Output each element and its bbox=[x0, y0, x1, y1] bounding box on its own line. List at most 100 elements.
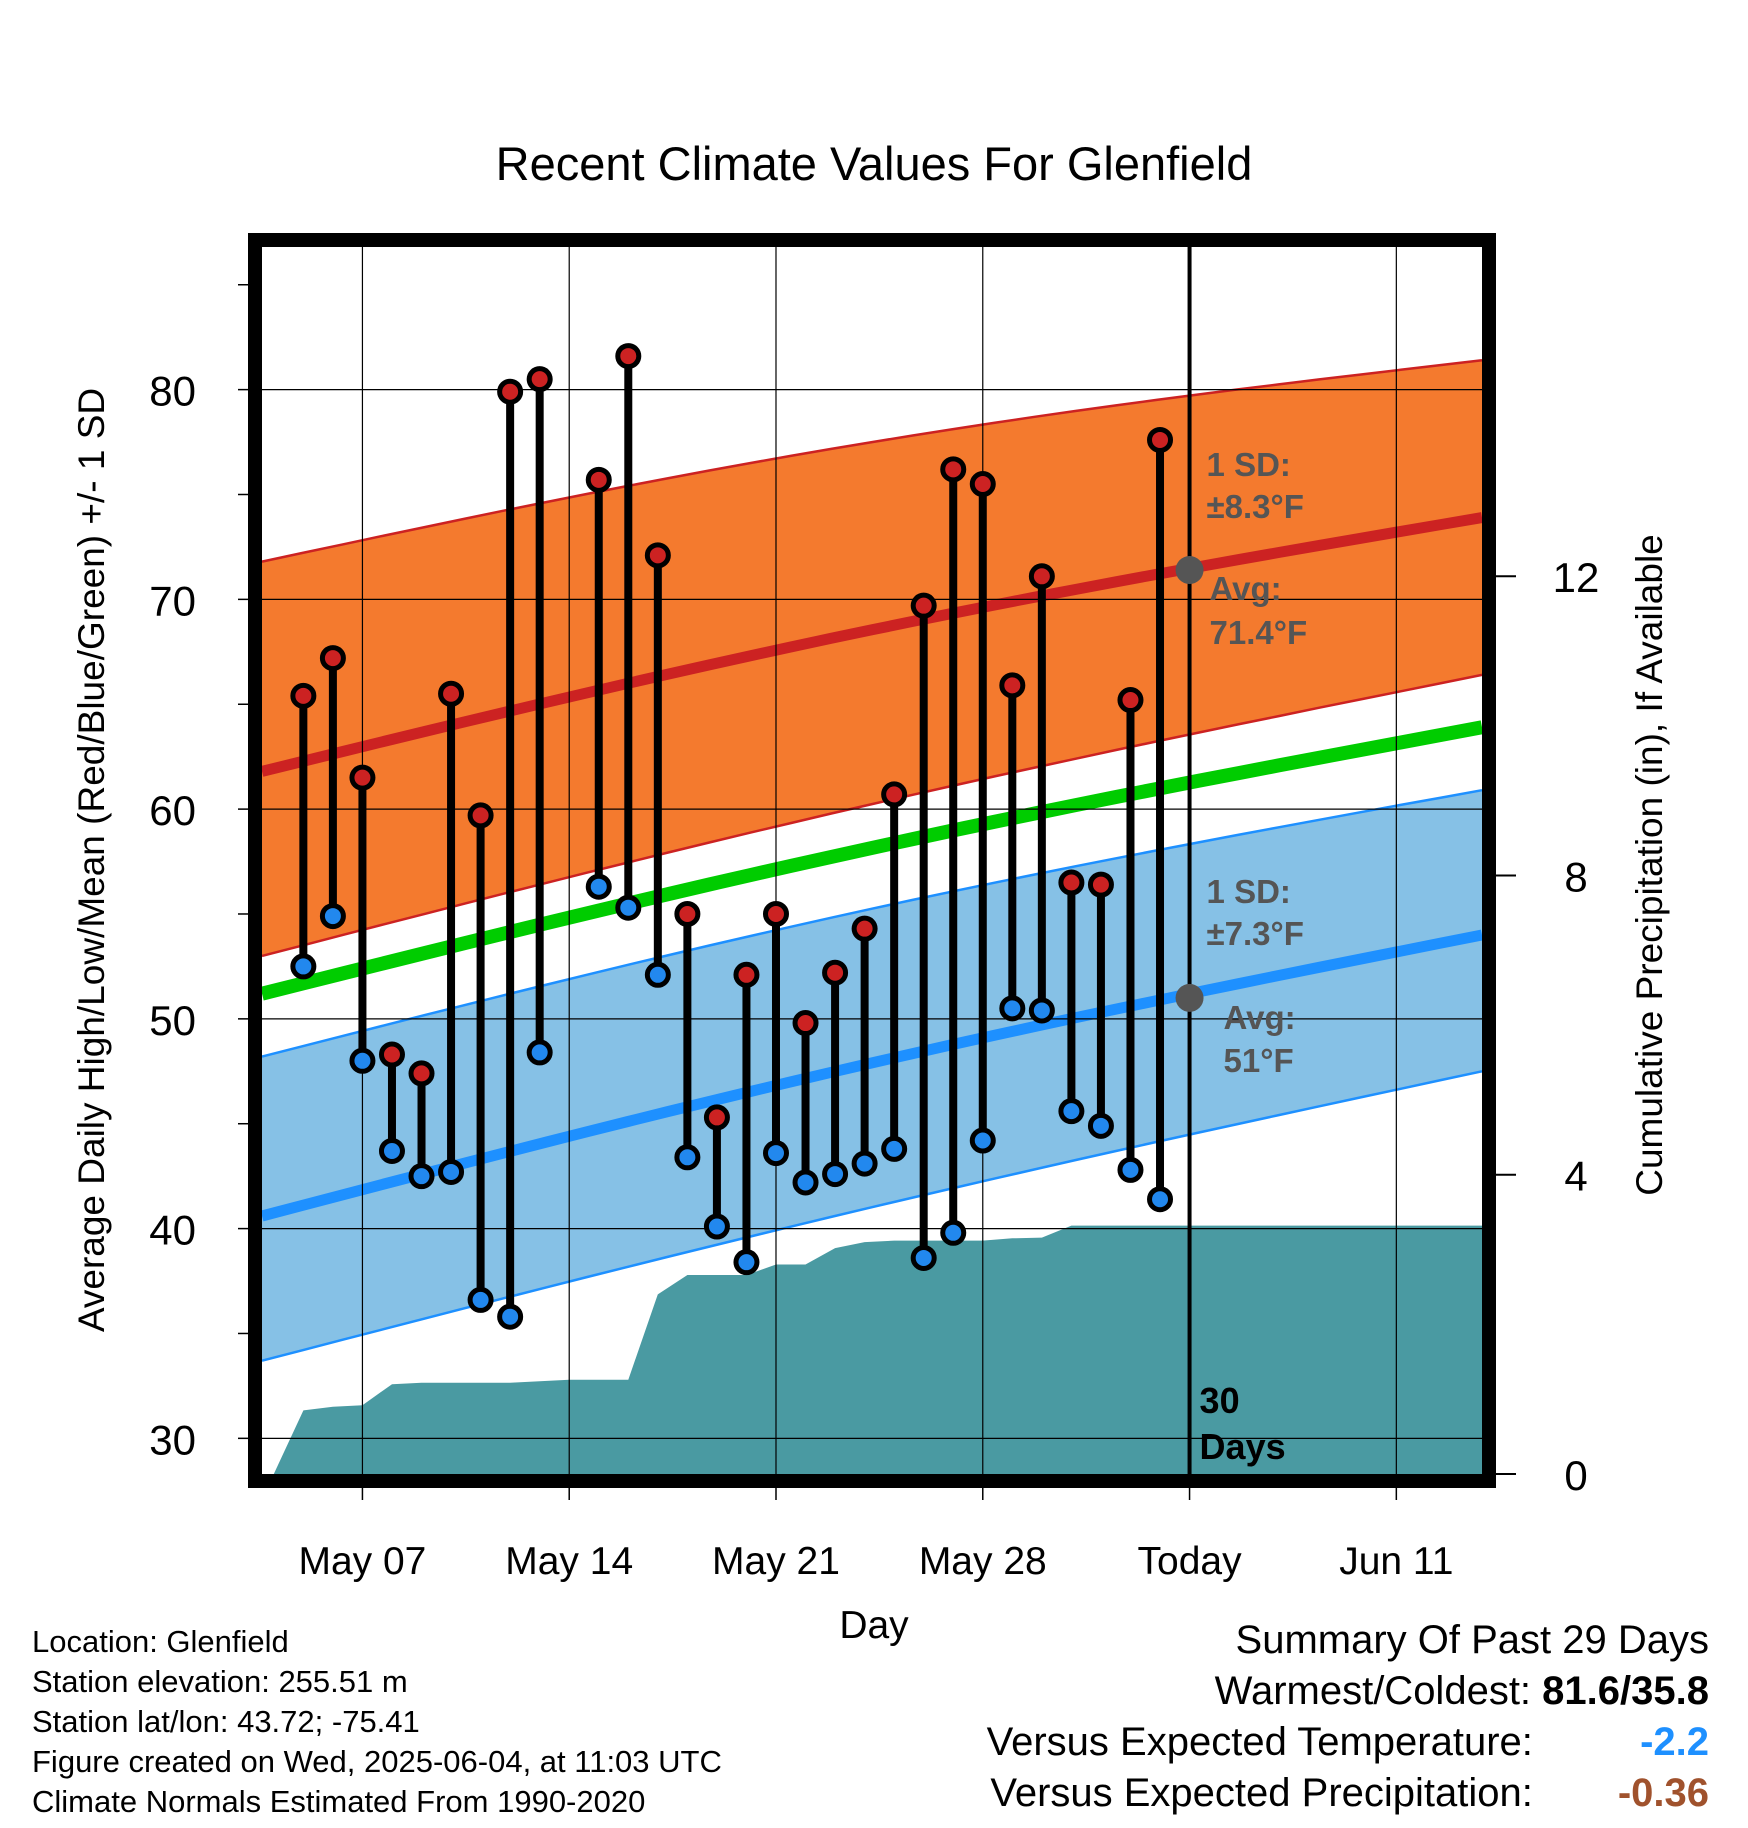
y-tick-label: 40 bbox=[149, 1207, 196, 1254]
daily-low-point bbox=[585, 873, 612, 900]
daily-low-point bbox=[615, 894, 642, 921]
daily-high-point bbox=[319, 645, 346, 672]
daily-high-point bbox=[703, 1104, 730, 1131]
today-high-avg-marker bbox=[1175, 556, 1204, 585]
y2-tick-label: 0 bbox=[1564, 1452, 1587, 1499]
x-axis-label: Day bbox=[839, 1604, 909, 1647]
low-sd-label: 1 SD: bbox=[1207, 873, 1291, 910]
daily-high-point bbox=[1147, 426, 1174, 453]
daily-low-point bbox=[822, 1161, 849, 1188]
daily-high-point bbox=[408, 1060, 435, 1087]
temp-value: -2.2 bbox=[1640, 1720, 1709, 1764]
x-tick-label: Today bbox=[1138, 1540, 1243, 1583]
daily-high-point bbox=[822, 959, 849, 986]
high-sd-upper-line bbox=[261, 359, 1483, 563]
daily-high-point bbox=[1117, 687, 1144, 714]
info-elevation: Station elevation: 255.51 m bbox=[32, 1664, 408, 1699]
high-sd-value: ±8.3°F bbox=[1207, 488, 1304, 525]
daily-low-point bbox=[408, 1163, 435, 1190]
summary-heading: Summary Of Past 29 Days bbox=[1235, 1618, 1709, 1662]
daily-high-point bbox=[378, 1041, 405, 1068]
high-sd-label: 1 SD: bbox=[1207, 446, 1291, 483]
y-tick-label: 70 bbox=[149, 577, 196, 624]
warmest-coldest-label: Warmest/Coldest: bbox=[1214, 1669, 1532, 1713]
daily-low-point bbox=[762, 1140, 789, 1167]
info-latlon: Station lat/lon: 43.72; -75.41 bbox=[32, 1704, 420, 1739]
y2-tick-label: 4 bbox=[1564, 1153, 1587, 1200]
daily-high-point bbox=[910, 592, 937, 619]
daily-high-point bbox=[940, 456, 967, 483]
info-created: Figure created on Wed, 2025-06-04, at 11… bbox=[32, 1744, 722, 1779]
daily-low-point bbox=[1058, 1098, 1085, 1125]
daily-low-point bbox=[644, 961, 671, 988]
daily-low-point bbox=[910, 1244, 937, 1271]
plot-area: 1 SD: ±8.3°F Avg: 71.4°F 1 SD: ±7.3°F Avg: 51°F… bbox=[149, 233, 1600, 1583]
daily-high-point bbox=[851, 915, 878, 942]
daily-low-point bbox=[881, 1135, 908, 1162]
daily-high-point bbox=[644, 542, 671, 569]
daily-low-point bbox=[438, 1158, 465, 1185]
low-avg-value: 51°F bbox=[1224, 1042, 1294, 1079]
daily-low-point bbox=[467, 1286, 494, 1313]
daily-low-point bbox=[674, 1144, 701, 1171]
x-tick-label: May 14 bbox=[505, 1540, 633, 1583]
x-tick-label: May 07 bbox=[298, 1540, 426, 1583]
daily-high-point bbox=[733, 961, 760, 988]
daily-low-point bbox=[969, 1127, 996, 1154]
daily-low-point bbox=[792, 1169, 819, 1196]
daily-high-point bbox=[674, 900, 701, 927]
precip-area bbox=[273, 1225, 1482, 1474]
daily-high-point bbox=[1087, 871, 1114, 898]
high-sd-band bbox=[262, 360, 1482, 956]
daily-low-point bbox=[733, 1249, 760, 1276]
low-normal-line bbox=[260, 929, 1484, 1222]
daily-high-point bbox=[881, 781, 908, 808]
info-normals: Climate Normals Estimated From 1990-2020 bbox=[32, 1784, 646, 1819]
window-days-label: Days bbox=[1200, 1426, 1286, 1467]
warmest-coldest-value: 81.6/35.8 bbox=[1542, 1669, 1709, 1713]
daily-low-point bbox=[1147, 1186, 1174, 1213]
daily-low-point bbox=[497, 1303, 524, 1330]
high-sd-lower-line bbox=[261, 673, 1483, 958]
low-sd-upper-line bbox=[261, 788, 1483, 1058]
y2-tick-label: 12 bbox=[1553, 554, 1600, 601]
chart-title: Recent Climate Values For Glenfield bbox=[496, 137, 1253, 190]
daily-high-point bbox=[999, 672, 1026, 699]
daily-low-point bbox=[290, 953, 317, 980]
daily-low-point bbox=[526, 1039, 553, 1066]
daily-high-point bbox=[792, 1010, 819, 1037]
daily-low-point bbox=[378, 1137, 405, 1164]
high-avg-label: Avg: bbox=[1210, 570, 1282, 607]
summary-warmest-coldest: Warmest/Coldest: 81.6/35.8 bbox=[987, 1666, 1709, 1717]
plot-frame-right bbox=[1482, 247, 1489, 1474]
summary-panel: Summary Of Past 29 Days Warmest/Coldest:… bbox=[987, 1615, 1709, 1819]
daily-low-point bbox=[1028, 997, 1055, 1024]
daily-high-point bbox=[467, 802, 494, 829]
y-tick-label: 50 bbox=[149, 997, 196, 1044]
info-location: Location: Glenfield bbox=[32, 1624, 289, 1659]
daily-high-point bbox=[1058, 869, 1085, 896]
daily-high-point bbox=[497, 378, 524, 405]
daily-low-point bbox=[1087, 1112, 1114, 1139]
high-normal-line bbox=[260, 512, 1483, 777]
low-sd-band bbox=[262, 790, 1482, 1361]
daily-low-point bbox=[703, 1213, 730, 1240]
daily-high-point bbox=[615, 343, 642, 370]
low-sd-lower-line bbox=[261, 1070, 1483, 1362]
precip-label: Versus Expected Precipitation: bbox=[990, 1771, 1533, 1815]
temp-label: Versus Expected Temperature: bbox=[986, 1720, 1533, 1764]
high-avg-value: 71.4°F bbox=[1210, 614, 1308, 651]
x-tick-label: Jun 11 bbox=[1339, 1540, 1453, 1583]
y-tick-label: 30 bbox=[149, 1416, 196, 1463]
station-info: Location: Glenfield Station elevation: 2… bbox=[32, 1622, 722, 1822]
daily-high-point bbox=[969, 471, 996, 498]
daily-low-point bbox=[319, 903, 346, 930]
y-axis-label: Average Daily High/Low/Mean (Red/Blue/Gr… bbox=[71, 388, 112, 1332]
y-tick-label: 60 bbox=[149, 787, 196, 834]
daily-high-point bbox=[438, 680, 465, 707]
y2-tick-label: 8 bbox=[1564, 853, 1587, 900]
daily-high-point bbox=[1028, 563, 1055, 590]
summary-precip: Versus Expected Precipitation: -0.36 bbox=[987, 1768, 1709, 1819]
x-tick-label: May 28 bbox=[919, 1540, 1047, 1583]
